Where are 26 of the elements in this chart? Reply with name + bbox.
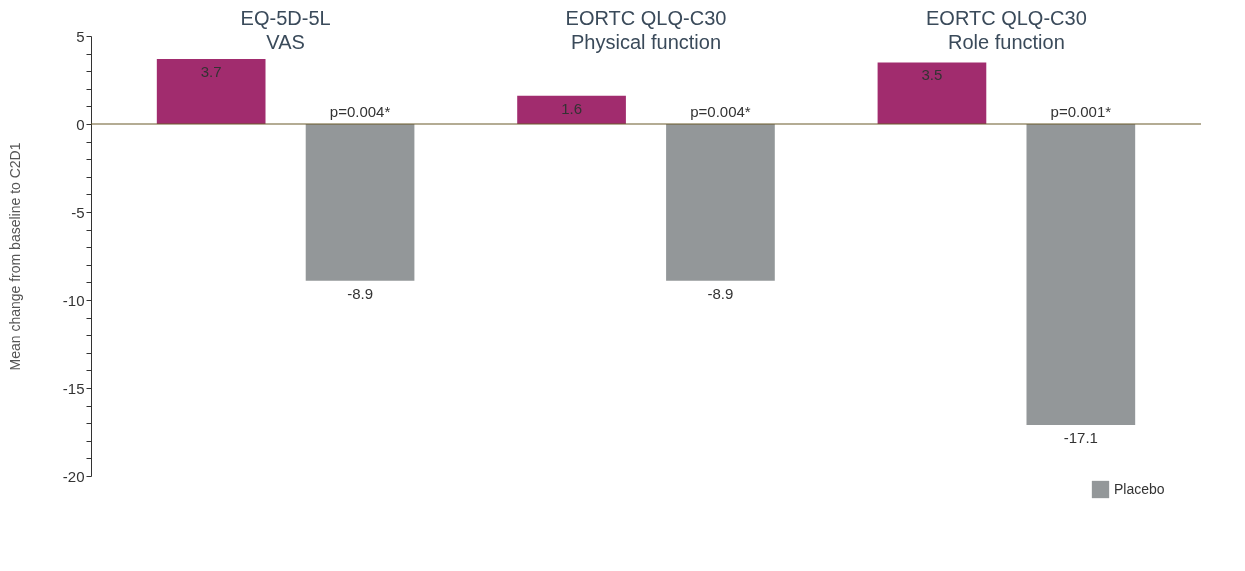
y-tick-label: -20 — [62, 467, 85, 485]
annotation: p=0.004* — [690, 103, 751, 120]
data-label: -17.1 — [1063, 428, 1098, 446]
data-label: 3.5 — [921, 66, 943, 84]
annotation: p=0.001* — [1050, 103, 1112, 120]
bar — [156, 58, 266, 124]
legend-label: Placebo — [1114, 480, 1165, 497]
bar — [666, 124, 775, 281]
data-label: 1.6 — [561, 99, 582, 117]
bar — [517, 95, 626, 124]
y-tick-label: -15 — [62, 379, 85, 397]
annotation: p=0.004* — [329, 103, 391, 120]
data-label: 3.7 — [200, 62, 222, 80]
bar — [1026, 124, 1136, 425]
bar — [305, 124, 415, 281]
y-axis-title: Mean change from baseline to C2D1 — [6, 142, 23, 371]
data-label: -8.9 — [707, 284, 734, 302]
x-tick-label: EORTC QLQ-C30 Physical function — [565, 6, 727, 53]
bar — [877, 62, 987, 124]
x-tick-label: EQ-5D-5L VAS — [240, 6, 331, 53]
x-tick-label: EORTC QLQ-C30 Role function — [926, 6, 1087, 53]
y-tick-label: -10 — [62, 291, 85, 309]
y-tick-label: 5 — [76, 27, 85, 45]
y-tick-label: -5 — [71, 203, 85, 221]
data-label: -8.9 — [347, 284, 373, 302]
y-tick-label: 0 — [76, 115, 85, 133]
